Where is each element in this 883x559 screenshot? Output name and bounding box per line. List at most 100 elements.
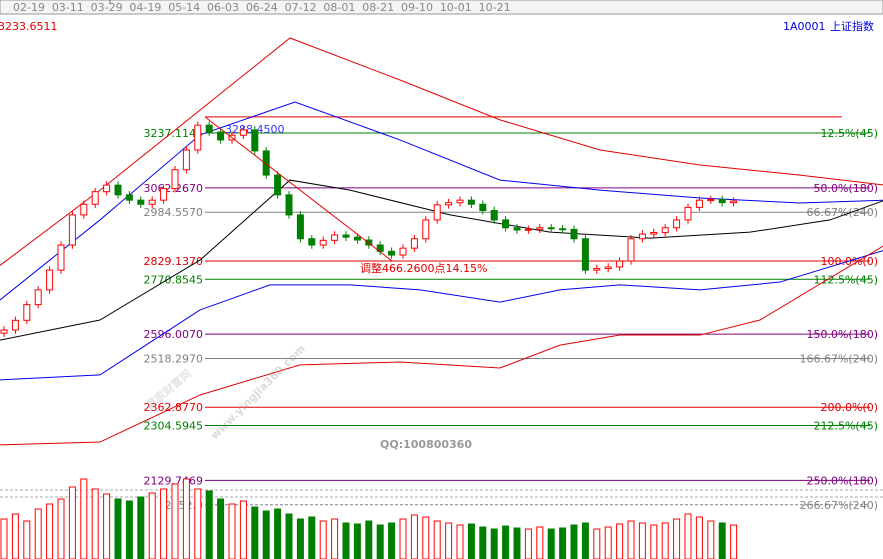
volume-bar (650, 524, 658, 559)
volume-bar (296, 518, 304, 559)
volume-bar (91, 488, 99, 559)
candle-body (103, 184, 111, 193)
candle-body (616, 260, 624, 268)
candle-body (160, 188, 168, 201)
volume-bar (490, 528, 498, 559)
level-price: 2304.5945 (144, 420, 204, 433)
date-tick: 08-21 (362, 1, 394, 14)
candle-body (684, 206, 692, 221)
candle-body (627, 238, 635, 262)
volume-bar (524, 528, 532, 559)
volume-bar (57, 498, 65, 559)
date-tick: 04-19 (129, 1, 161, 14)
volume-bar (593, 528, 601, 559)
volume-bar (638, 522, 646, 559)
volume-bar (467, 523, 475, 559)
volume-bar (80, 478, 88, 559)
candle-body (23, 304, 31, 321)
candle-body (194, 124, 202, 151)
candle-body (490, 210, 498, 221)
band-red_upper (0, 37, 883, 266)
candle-body (114, 184, 122, 196)
candle-body (399, 247, 407, 256)
candle-body (638, 233, 646, 240)
volume-bar (137, 496, 145, 559)
candle-body (331, 234, 339, 241)
candle-body (342, 234, 350, 238)
volume-bar (695, 516, 703, 559)
volume-bar (388, 522, 396, 559)
candle-body (171, 169, 179, 190)
volume-bar (376, 524, 384, 559)
candle-body (581, 238, 589, 271)
level-price: 2984.5570 (144, 206, 204, 219)
volume-bar (23, 520, 31, 559)
volume-bar (0, 518, 8, 559)
adjust-line (204, 116, 393, 262)
candle-body (433, 204, 441, 221)
candle-body (730, 200, 738, 204)
volume-bar (182, 478, 190, 559)
volume-bar (730, 524, 738, 559)
candle-body (148, 199, 156, 205)
candle-body (513, 227, 521, 231)
candle-body (547, 227, 555, 230)
volume-bar (11, 513, 19, 559)
level-price: 3237.1145 (144, 127, 204, 140)
volume-bar (661, 522, 669, 559)
date-tick: 06-24 (246, 1, 278, 14)
volume-bar (217, 498, 225, 559)
volume-bar (627, 520, 635, 559)
volume-bar (342, 522, 350, 559)
candle-body (217, 131, 225, 141)
candle-body (445, 202, 453, 206)
volume-bar (251, 506, 259, 559)
volume-bar (34, 508, 42, 559)
top-value: 3233.6511 (0, 20, 58, 33)
level-price: 2829.1370 (144, 255, 204, 268)
candle-body (479, 203, 487, 212)
volume-bar (707, 520, 715, 559)
volume-bar (319, 520, 327, 559)
volume-bar (148, 492, 156, 559)
index-code: 1A0001 (783, 20, 826, 33)
candle-body (57, 244, 65, 271)
volume-bar (536, 526, 544, 559)
candle-body (125, 194, 133, 201)
volume-bar (604, 526, 612, 559)
date-tick: 09-10 (401, 1, 433, 14)
volume-bar (445, 522, 453, 559)
candle-body (718, 199, 726, 204)
candle-body (262, 150, 270, 176)
candle-body (456, 199, 464, 204)
volume-bar (559, 527, 567, 559)
date-tick: 10-01 (440, 1, 472, 14)
level-ratio: 66.67%(240) (806, 206, 878, 219)
volume-bar (262, 510, 270, 559)
volume-bar (502, 525, 510, 559)
candle-body (650, 231, 658, 235)
volume-bar (228, 503, 236, 559)
candle-body (80, 203, 88, 216)
candle-body (502, 219, 510, 229)
date-tick: 10-21 (479, 1, 511, 14)
volume-bar (353, 523, 361, 559)
level-ratio: 112.5%(45) (813, 273, 878, 286)
candle-body (353, 236, 361, 241)
adjust-label: 调整466.2600点14.15% (360, 261, 487, 275)
level-ratio: 200.0%(0) (820, 401, 878, 414)
volume-bar (205, 490, 213, 559)
volume-bar (171, 483, 179, 559)
band-blue_lower (0, 250, 883, 381)
candle-body (707, 199, 715, 202)
date-tick: 03-11 (52, 1, 84, 14)
volume-bar (285, 513, 293, 559)
candle-body (137, 199, 145, 205)
candle-body (559, 228, 567, 231)
volume-bar (114, 498, 122, 559)
date-tick: 02-19 (13, 1, 45, 14)
candle-body (296, 214, 304, 240)
level-ratio: 150.0%(180) (806, 328, 878, 341)
candle-body (46, 269, 54, 291)
